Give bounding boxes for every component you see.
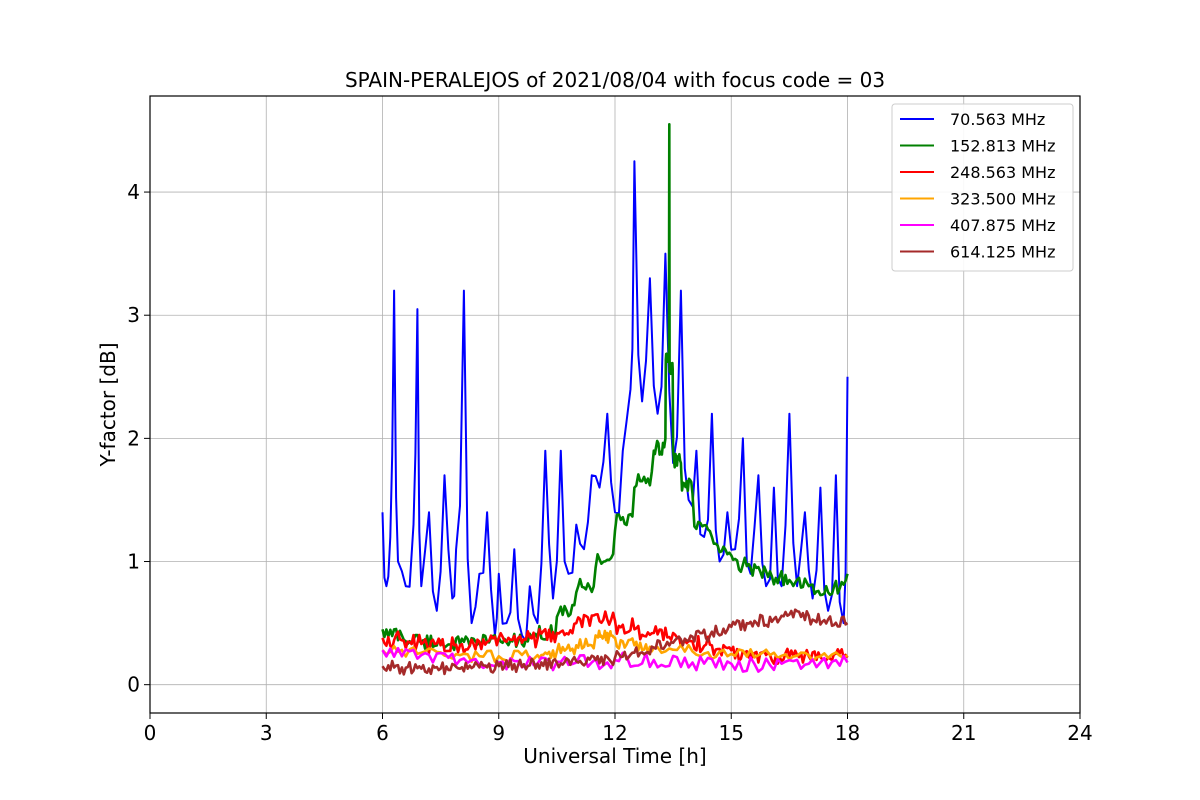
y-tick-label: 0 (127, 673, 140, 697)
legend-label: 407.875 MHz (950, 216, 1055, 235)
legend-label: 70.563 MHz (950, 110, 1045, 129)
x-tick-label: 6 (376, 721, 389, 745)
y-tick-label: 4 (127, 180, 140, 204)
series-line-1 (381, 160, 849, 643)
legend-box (891, 103, 1074, 272)
y-axis-label: Y-factor [dB] (96, 342, 120, 467)
x-tick-label: 15 (719, 721, 744, 745)
series-layer (381, 123, 849, 676)
y-tick-label: 1 (127, 550, 140, 574)
y-tick-label: 3 (127, 303, 140, 327)
chart-title: SPAIN-PERALEJOS of 2021/08/04 with focus… (345, 68, 885, 92)
y-tick-label: 2 (127, 426, 140, 450)
legend: 70.563 MHz 152.813 MHz 248.563 MHz 323.500 … (891, 103, 1074, 272)
legend-label: 248.563 MHz (950, 163, 1055, 182)
series-line-4 (381, 629, 849, 664)
x-axis-label: Universal Time [h] (523, 744, 706, 768)
legend-label: 614.125 MHz (950, 243, 1055, 262)
x-tick-label: 18 (835, 721, 860, 745)
x-tick-label: 12 (602, 721, 627, 745)
x-tick-label: 3 (260, 721, 273, 745)
x-tick-label: 24 (1067, 721, 1092, 745)
x-tick-label: 21 (951, 721, 976, 745)
series-line-6 (381, 608, 849, 676)
x-tick-label: 9 (492, 721, 505, 745)
legend-label: 152.813 MHz (950, 137, 1055, 156)
x-tick-label: 0 (144, 721, 157, 745)
legend-label: 323.500 MHz (950, 190, 1055, 209)
